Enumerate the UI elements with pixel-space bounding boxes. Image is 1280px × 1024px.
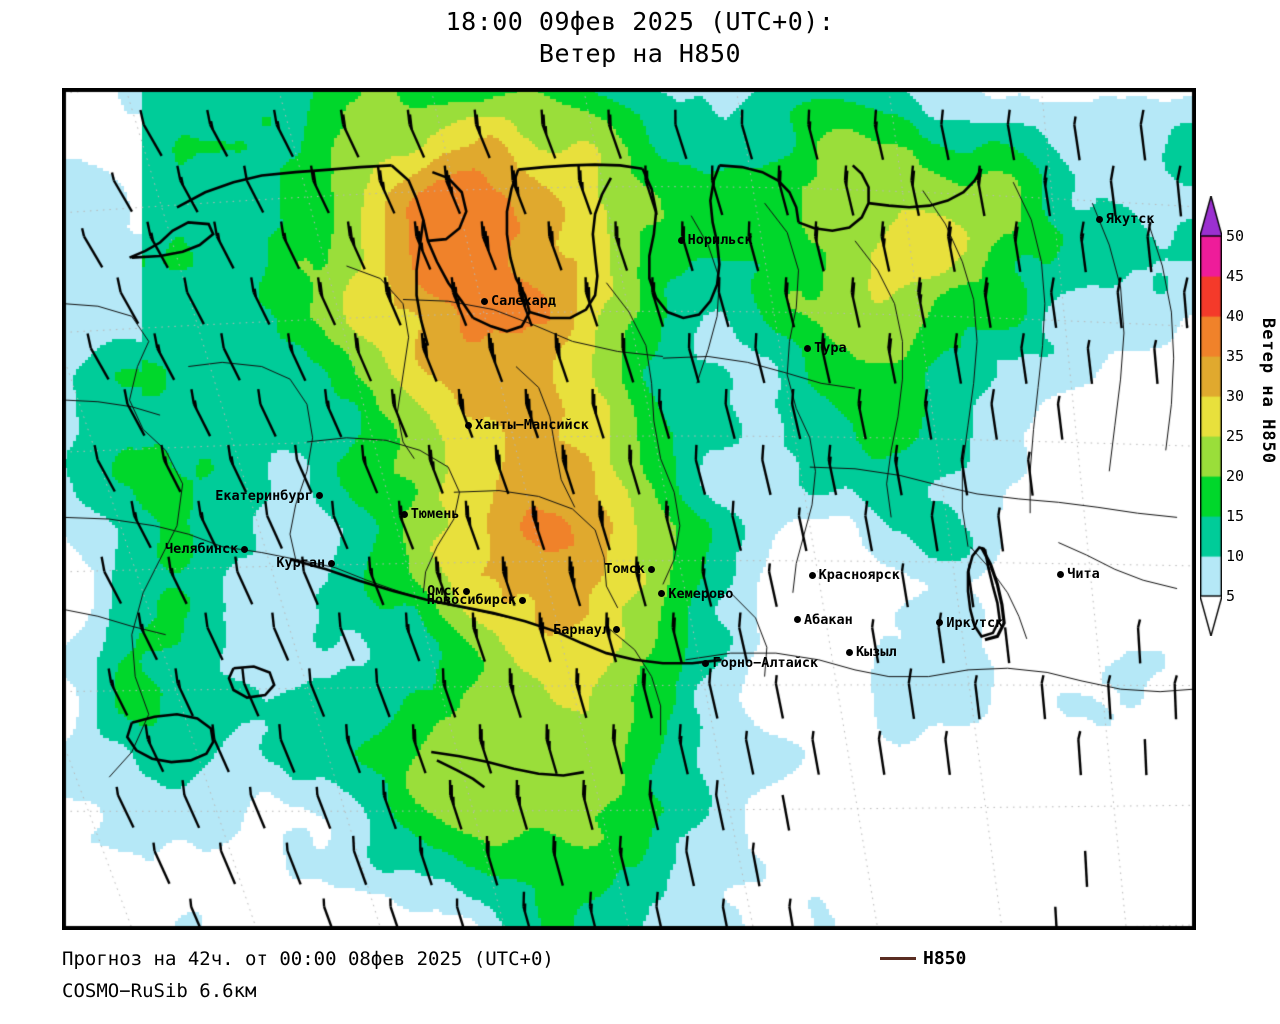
chart-title: 18:00 09фев 2025 (UTC+0): Ветер на H850 (0, 6, 1280, 70)
colorbar-title: Ветер на H850 (1258, 317, 1278, 465)
colorbar-tick-35: 35 (1226, 347, 1245, 365)
colorbar-tick-5: 5 (1226, 587, 1236, 605)
colorbar-tick-45: 45 (1226, 267, 1245, 285)
colorbar-tick-10: 10 (1226, 547, 1245, 565)
colorbar-tick-25: 25 (1226, 427, 1245, 445)
legend-h850-label: H850 (923, 948, 967, 969)
colorbar-tick-15: 15 (1226, 507, 1245, 525)
colorbar-tick-40: 40 (1226, 307, 1245, 325)
colorbar-swatches (1200, 196, 1222, 636)
colorbar-tick-50: 50 (1226, 227, 1245, 245)
map-canvas[interactable] (64, 90, 1194, 928)
title-line-datetime: 18:00 09фев 2025 (UTC+0): (445, 7, 835, 36)
colorbar: 5 10 15 20 25 30 35 40 45 50 Ветер на H850 (1200, 196, 1280, 636)
model-info-line: COSMO−RuSib 6.6км (62, 980, 257, 1002)
colorbar-tick-20: 20 (1226, 467, 1245, 485)
legend-line-icon (880, 957, 916, 960)
map-frame[interactable]: Якутск Норильск Салехард Тура Ханты−Мансийск… (62, 88, 1196, 930)
forecast-info-line: Прогноз на 42ч. от 00:00 08фев 2025 (UTC… (62, 948, 554, 970)
footer: Прогноз на 42ч. от 00:00 08фев 2025 (UTC… (62, 948, 1262, 1018)
colorbar-tick-30: 30 (1226, 387, 1245, 405)
title-line-variable: Ветер на H850 (538, 39, 742, 68)
legend-h850: H850 (880, 948, 966, 969)
